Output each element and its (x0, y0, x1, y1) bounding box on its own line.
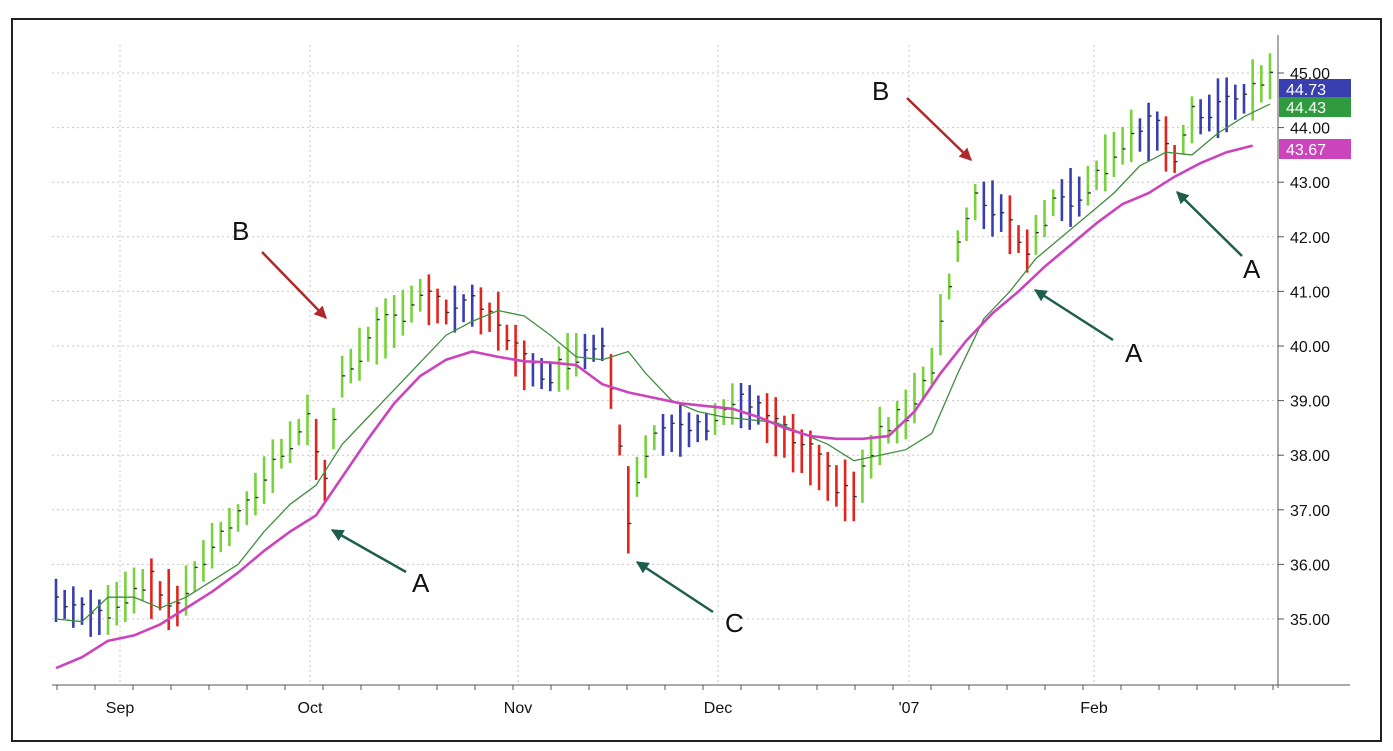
price-badge-label: 44.73 (1286, 82, 1326, 99)
y-tick-label: 43.00 (1290, 175, 1330, 192)
annotation-arrow (330, 528, 407, 574)
annotation-label: C (725, 608, 744, 638)
price-badge (1279, 139, 1351, 159)
y-tick-label: 35.00 (1290, 612, 1330, 629)
fast-moving-average-line (55, 103, 1271, 623)
annotation-arrow (261, 251, 327, 319)
x-tick-label: Sep (106, 700, 135, 717)
x-tick-label: Nov (504, 700, 532, 717)
y-axis-ticks: 35.00 36.00 37.00 38.00 39.00 40.00 41.00 42.00… (1278, 66, 1330, 629)
annotation-label: B (872, 76, 889, 106)
x-tick-label: Dec (704, 700, 732, 717)
annotations: B A C B A A (232, 76, 1261, 638)
y-tick-label: 40.00 (1290, 339, 1330, 356)
price-badge-label: 43.67 (1286, 142, 1326, 159)
moving-averages (55, 103, 1271, 670)
y-tick-label: 42.00 (1290, 230, 1330, 247)
price-bars (54, 53, 1273, 637)
annotation-label: A (1125, 338, 1143, 368)
y-tick-label: 36.00 (1290, 557, 1330, 574)
annotation-label: A (412, 568, 430, 598)
price-badge-label: 44.43 (1286, 100, 1326, 117)
gridlines (52, 45, 1278, 685)
annotation-arrow (635, 560, 714, 614)
price-badge (1279, 79, 1351, 99)
y-tick-label: 39.00 (1290, 394, 1330, 411)
price-badge (1279, 97, 1351, 117)
annotation-label: B (232, 216, 249, 246)
annotation-arrow (906, 97, 972, 161)
y-tick-label: 41.00 (1290, 284, 1330, 301)
x-tick-label: Oct (298, 700, 323, 717)
x-tick-label: '07 (899, 700, 920, 717)
y-tick-label: 45.00 (1290, 66, 1330, 83)
chart-frame (11, 18, 1382, 742)
x-axis-ticks: Sep Oct Nov Dec '07 Feb (56, 685, 1274, 717)
annotation-label: A (1243, 254, 1261, 284)
slow-moving-average-line (55, 144, 1254, 670)
annotation-arrow (1176, 191, 1243, 257)
y-tick-label: 38.00 (1290, 448, 1330, 465)
annotation-arrow (1033, 288, 1114, 342)
x-tick-label: Feb (1080, 700, 1108, 717)
axes (52, 35, 1350, 688)
y-tick-label: 37.00 (1290, 503, 1330, 520)
y-tick-label: 44.00 (1290, 121, 1330, 138)
